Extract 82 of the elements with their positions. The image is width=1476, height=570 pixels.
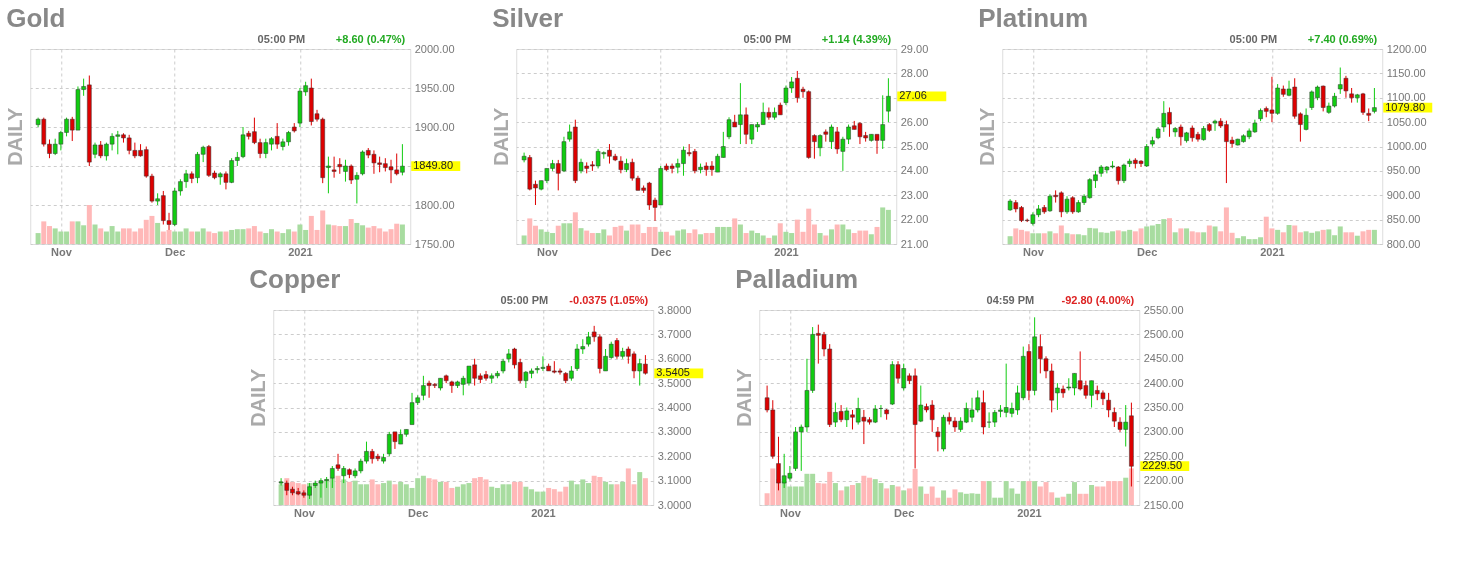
x-tick-label: Nov (779, 506, 802, 519)
text: 1849.80 (413, 159, 454, 172)
y-tick-label: 3.3000 (657, 425, 692, 438)
text: 04:59 PM (986, 294, 1035, 306)
x-tick-label: Nov (50, 245, 73, 258)
x-tick-label: 2021 (1017, 506, 1042, 519)
y-tick-label: 3.7000 (657, 327, 692, 340)
x-tick-label: Nov (536, 245, 559, 258)
y-tick-label: 21.00 (900, 237, 929, 250)
y-tick-label: 2350.00 (1143, 401, 1184, 413)
x-tick-label: Nov (293, 506, 316, 519)
text: 05:00 PM (743, 33, 792, 45)
y-tick-label: 1750.00 (414, 237, 455, 250)
y-tick-label: 1800.00 (414, 198, 455, 211)
y-tick-label: 25.00 (900, 140, 929, 152)
y-tick-label: 2450.00 (1143, 352, 1184, 365)
y-tick-label: 850.00 (1386, 213, 1421, 226)
y-tick-label: 2000.00 (414, 42, 455, 55)
text: 05:00 PM (500, 294, 549, 306)
y-tick-label: 900.00 (1386, 188, 1421, 201)
y-tick-label: 1050.00 (1386, 115, 1427, 128)
text: +1.14 (4.39%) (821, 33, 892, 45)
y-axis-title: DAILY (247, 368, 270, 427)
y-tick-label: 3.2000 (657, 449, 692, 462)
y-axis-title: DAILY (733, 368, 756, 427)
x-tick-label: Nov (1022, 245, 1045, 258)
chart-title: Copper (249, 264, 341, 294)
text: 3.5405 (656, 366, 690, 379)
y-tick-label: 3.5000 (657, 376, 692, 389)
y-axis-title: DAILY (976, 107, 999, 166)
x-tick-label: Dec (408, 506, 429, 519)
chart-title: Palladium (735, 264, 859, 294)
y-tick-label: 3.6000 (657, 352, 692, 365)
text: 05:00 PM (257, 33, 306, 45)
text: 2229.50 (1142, 459, 1183, 472)
x-tick-label: Dec (651, 245, 672, 258)
chart-title: Platinum (978, 3, 1089, 33)
y-tick-label: 1000.00 (1386, 140, 1427, 152)
y-tick-label: 1200.00 (1386, 42, 1427, 55)
y-tick-label: 1900.00 (414, 120, 455, 133)
y-tick-label: 2200.00 (1143, 474, 1184, 487)
x-tick-label: 2021 (288, 245, 313, 258)
x-tick-label: Dec (165, 245, 186, 258)
y-tick-label: 2150.00 (1143, 498, 1184, 511)
y-tick-label: 800.00 (1386, 237, 1421, 250)
y-tick-label: 29.00 (900, 42, 929, 55)
y-tick-label: 1950.00 (414, 81, 455, 94)
y-tick-label: 2500.00 (1143, 327, 1184, 340)
y-tick-label: 3.0000 (657, 498, 692, 511)
y-tick-label: 2250.00 (1143, 449, 1184, 462)
y-tick-label: 3.4000 (657, 401, 692, 413)
text: -0.0375 (1.05%) (569, 294, 649, 306)
x-tick-label: 2021 (1260, 245, 1285, 258)
chart-title: Silver (492, 3, 564, 33)
text: 27.06 (899, 89, 927, 102)
x-tick-label: 2021 (774, 245, 799, 258)
y-tick-label: 28.00 (900, 66, 929, 79)
candlestick (1372, 87, 1377, 114)
y-axis-title: DAILY (4, 107, 27, 166)
x-tick-label: 2021 (531, 506, 556, 519)
text: +8.60 (0.47%) (335, 33, 406, 45)
text: 05:00 PM (1229, 33, 1278, 45)
x-tick-label: Dec (1137, 245, 1158, 258)
y-tick-label: 23.00 (900, 188, 929, 201)
y-tick-label: 2300.00 (1143, 425, 1184, 438)
y-axis-title: DAILY (490, 107, 513, 166)
x-tick-label: Dec (894, 506, 915, 519)
y-tick-label: 950.00 (1386, 164, 1421, 177)
y-tick-label: 26.00 (900, 115, 929, 128)
y-tick-label: 2400.00 (1143, 376, 1184, 389)
y-tick-label: 3.1000 (657, 474, 692, 487)
text: -92.80 (4.00%) (1061, 294, 1135, 306)
candlestick (1106, 392, 1111, 418)
candlestick (886, 77, 891, 123)
candlestick (331, 156, 337, 179)
y-tick-label: 22.00 (900, 213, 929, 226)
text: +7.40 (0.69%) (1307, 33, 1378, 45)
y-tick-label: 1150.00 (1386, 66, 1426, 79)
y-tick-label: 3.8000 (657, 303, 692, 316)
y-tick-label: 2550.00 (1143, 303, 1184, 316)
y-tick-label: 24.00 (900, 164, 929, 177)
chart-title: Gold (6, 3, 66, 33)
